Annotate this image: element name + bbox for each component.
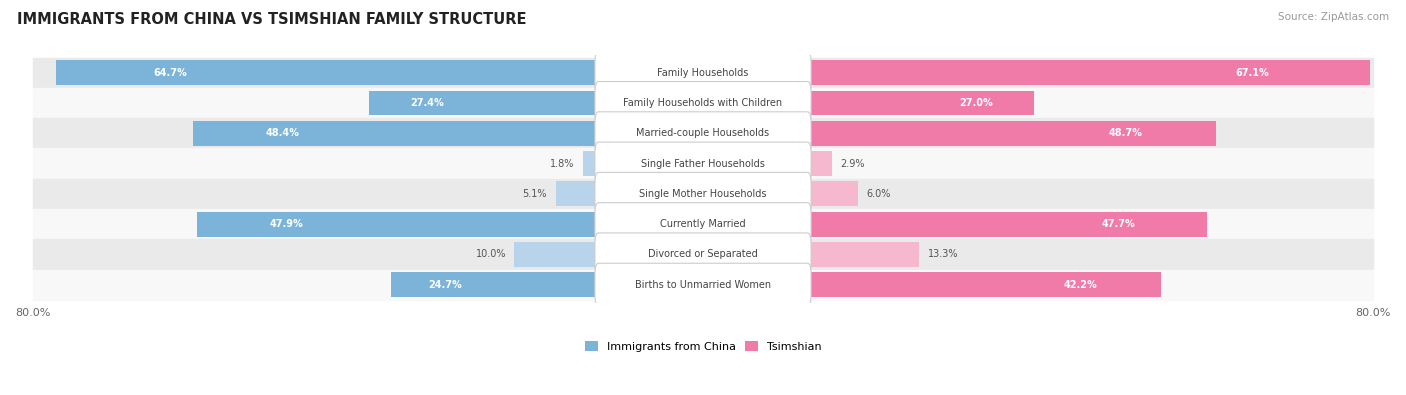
Text: 13.3%: 13.3% — [928, 249, 957, 260]
Text: 5.1%: 5.1% — [523, 189, 547, 199]
Bar — [583, 151, 599, 176]
Text: 6.0%: 6.0% — [866, 189, 891, 199]
FancyBboxPatch shape — [595, 203, 811, 246]
Text: 24.7%: 24.7% — [429, 280, 463, 290]
Bar — [807, 212, 1208, 237]
Bar — [32, 209, 1374, 239]
Text: Family Households with Children: Family Households with Children — [623, 98, 783, 108]
Bar — [32, 239, 1374, 269]
FancyBboxPatch shape — [595, 263, 811, 306]
Bar — [32, 88, 1374, 118]
Text: 27.0%: 27.0% — [959, 98, 993, 108]
Bar — [515, 242, 599, 267]
Text: 47.7%: 47.7% — [1102, 219, 1136, 229]
Text: Single Father Households: Single Father Households — [641, 158, 765, 169]
Text: Currently Married: Currently Married — [661, 219, 745, 229]
Text: 42.2%: 42.2% — [1064, 280, 1098, 290]
FancyBboxPatch shape — [595, 172, 811, 215]
Text: 48.4%: 48.4% — [266, 128, 299, 138]
Bar — [32, 149, 1374, 179]
Text: Divorced or Separated: Divorced or Separated — [648, 249, 758, 260]
Bar — [807, 151, 832, 176]
Text: Family Households: Family Households — [658, 68, 748, 78]
Bar — [193, 121, 599, 146]
FancyBboxPatch shape — [595, 51, 811, 94]
Text: Single Mother Households: Single Mother Households — [640, 189, 766, 199]
Bar — [32, 179, 1374, 209]
FancyBboxPatch shape — [595, 142, 811, 185]
Bar — [32, 58, 1374, 88]
Bar — [807, 60, 1369, 85]
Text: Births to Unmarried Women: Births to Unmarried Women — [636, 280, 770, 290]
Text: IMMIGRANTS FROM CHINA VS TSIMSHIAN FAMILY STRUCTURE: IMMIGRANTS FROM CHINA VS TSIMSHIAN FAMIL… — [17, 12, 526, 27]
Bar — [807, 242, 920, 267]
Text: Married-couple Households: Married-couple Households — [637, 128, 769, 138]
Legend: Immigrants from China, Tsimshian: Immigrants from China, Tsimshian — [585, 342, 821, 352]
FancyBboxPatch shape — [595, 112, 811, 155]
Text: 10.0%: 10.0% — [475, 249, 506, 260]
Bar — [32, 269, 1374, 300]
Bar — [807, 90, 1033, 115]
Bar — [391, 272, 599, 297]
FancyBboxPatch shape — [595, 81, 811, 124]
Text: 1.8%: 1.8% — [550, 158, 575, 169]
Bar — [368, 90, 599, 115]
Text: 27.4%: 27.4% — [411, 98, 444, 108]
Text: Source: ZipAtlas.com: Source: ZipAtlas.com — [1278, 12, 1389, 22]
Bar — [197, 212, 599, 237]
Bar — [807, 181, 858, 206]
Bar — [807, 272, 1161, 297]
Text: 47.9%: 47.9% — [269, 219, 302, 229]
Text: 48.7%: 48.7% — [1108, 128, 1142, 138]
FancyBboxPatch shape — [595, 233, 811, 276]
Text: 2.9%: 2.9% — [841, 158, 865, 169]
Bar — [555, 181, 599, 206]
Bar — [32, 118, 1374, 149]
Bar — [807, 121, 1216, 146]
Text: 67.1%: 67.1% — [1234, 68, 1268, 78]
Text: 64.7%: 64.7% — [153, 68, 187, 78]
Bar — [56, 60, 599, 85]
